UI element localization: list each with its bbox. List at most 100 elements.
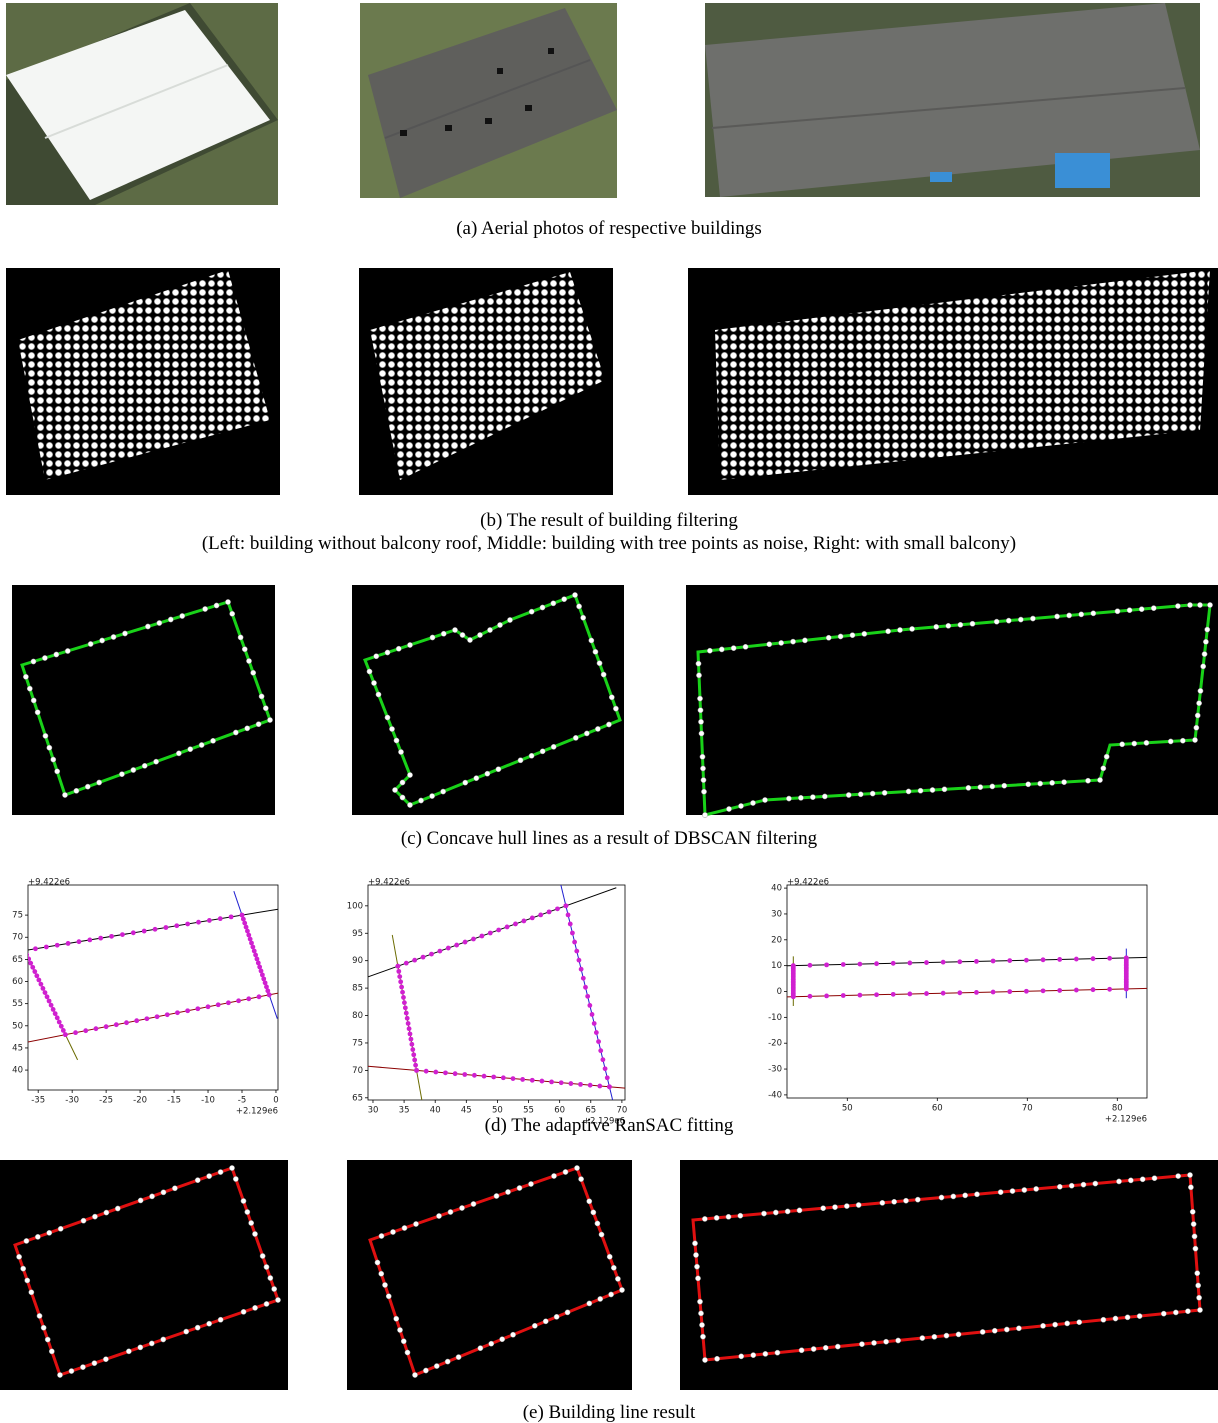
point — [484, 770, 491, 777]
point — [570, 930, 575, 936]
point — [145, 623, 151, 630]
point — [32, 969, 38, 974]
point — [210, 737, 216, 744]
panel-background — [680, 1160, 1218, 1390]
y-tick-label: 30 — [771, 909, 782, 919]
point — [195, 1006, 201, 1012]
point — [206, 918, 212, 923]
point — [903, 1197, 909, 1204]
point — [834, 1343, 841, 1350]
caption: (b) The result of building filtering — [480, 510, 738, 531]
point — [16, 1253, 22, 1260]
y-tick-label: -20 — [768, 1039, 782, 1049]
point — [750, 1352, 757, 1358]
y-tick-label: 0 — [777, 987, 782, 997]
point — [919, 1335, 926, 1341]
point — [513, 921, 518, 927]
point — [499, 1336, 506, 1343]
aerial-photo — [705, 3, 1200, 197]
y-offset-label: +9.422e6 — [368, 878, 410, 888]
point — [371, 680, 377, 686]
point — [246, 996, 252, 1002]
point — [46, 1229, 53, 1236]
point — [57, 1372, 63, 1378]
point — [124, 1020, 129, 1026]
point — [586, 1198, 593, 1205]
point — [825, 634, 832, 641]
point — [1201, 651, 1208, 657]
point — [103, 1356, 109, 1363]
point — [393, 1315, 400, 1322]
point — [941, 786, 948, 793]
point — [528, 608, 535, 615]
point — [174, 923, 180, 929]
point — [1173, 1309, 1179, 1316]
point — [553, 1313, 560, 1320]
point — [591, 1021, 597, 1026]
point — [1195, 1282, 1202, 1289]
point — [98, 935, 104, 941]
point — [36, 977, 42, 983]
point — [1024, 988, 1029, 994]
point — [493, 1193, 500, 1199]
point — [883, 1338, 889, 1345]
point — [261, 976, 267, 982]
point — [99, 637, 105, 644]
point — [810, 794, 816, 800]
point — [399, 794, 406, 801]
point — [1139, 1176, 1146, 1183]
point — [563, 903, 569, 909]
point — [423, 1367, 429, 1374]
point — [796, 1207, 803, 1214]
point — [957, 621, 964, 628]
point — [707, 647, 713, 654]
point — [62, 792, 68, 798]
point — [702, 1357, 708, 1363]
point — [738, 803, 744, 809]
point — [447, 1209, 454, 1215]
point — [1003, 1326, 1010, 1333]
panel-background — [12, 585, 275, 815]
point — [950, 1193, 957, 1200]
point — [412, 1057, 418, 1063]
point — [977, 784, 984, 790]
point — [395, 645, 402, 652]
point — [409, 1041, 415, 1047]
plot-area — [28, 891, 278, 1061]
point — [459, 632, 466, 638]
point — [410, 1047, 416, 1052]
x-tick-label: 35 — [399, 1106, 410, 1116]
point — [262, 705, 269, 712]
point — [568, 1081, 574, 1086]
point — [897, 627, 903, 633]
point — [246, 658, 252, 664]
point — [700, 777, 707, 783]
point — [275, 1297, 281, 1303]
point — [1097, 777, 1103, 783]
point — [1040, 1323, 1046, 1329]
point — [252, 1231, 258, 1237]
point — [232, 729, 239, 736]
point — [423, 1068, 429, 1074]
point — [965, 785, 972, 791]
point — [578, 966, 584, 972]
point — [258, 968, 264, 974]
point — [561, 596, 568, 603]
point — [194, 1177, 201, 1184]
point — [109, 933, 114, 939]
point — [84, 783, 91, 790]
point — [113, 1022, 119, 1028]
point — [592, 648, 599, 655]
point — [924, 991, 929, 996]
point — [1126, 607, 1133, 614]
point — [905, 788, 912, 795]
point — [1197, 602, 1203, 608]
point — [1197, 1307, 1203, 1313]
point — [990, 989, 996, 995]
point — [185, 1008, 191, 1014]
point — [604, 1075, 610, 1081]
point — [205, 1004, 211, 1010]
point — [240, 1308, 247, 1315]
point — [1024, 957, 1029, 963]
point — [259, 972, 265, 978]
